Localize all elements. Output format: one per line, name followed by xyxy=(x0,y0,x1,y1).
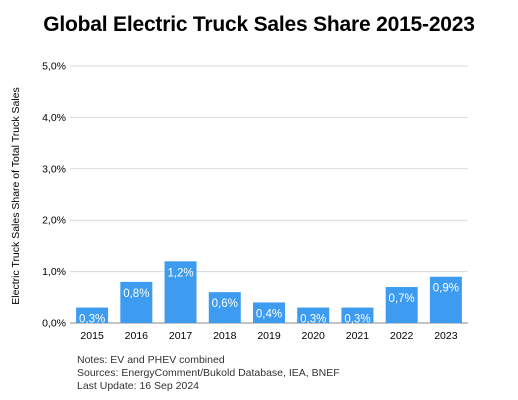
data-label-2015: 0,3% xyxy=(79,314,105,326)
x-tick-label: 2015 xyxy=(80,330,104,342)
note-line-sources: Sources: EnergyComment/Bukold Database, … xyxy=(77,367,340,379)
data-label-2023: 0,9% xyxy=(433,283,459,295)
y-tick-label: 3,0% xyxy=(42,163,66,175)
bar-2017 xyxy=(164,261,197,323)
y-tick-label: 0,0% xyxy=(42,318,66,330)
data-label-2020: 0,3% xyxy=(300,314,326,326)
x-tick-label: 2023 xyxy=(434,330,458,342)
bar-2021 xyxy=(341,307,374,323)
note-line-last-update: Last Update: 16 Sep 2024 xyxy=(77,380,200,392)
bar-2015 xyxy=(76,307,109,323)
y-tick-label: 4,0% xyxy=(42,112,66,124)
bar-2019 xyxy=(253,302,285,323)
x-tick-label: 2017 xyxy=(169,330,193,342)
x-tick-label: 2018 xyxy=(213,330,237,342)
bar-2023 xyxy=(429,276,462,323)
x-tick-label: 2021 xyxy=(346,330,370,342)
data-label-2019: 0,4% xyxy=(256,308,282,320)
y-tick-label: 1,0% xyxy=(42,266,66,278)
bar-2020 xyxy=(297,307,330,323)
data-label-2021: 0,3% xyxy=(344,314,370,326)
data-label-2016: 0,8% xyxy=(123,288,149,300)
bar-2022 xyxy=(385,287,418,323)
note-line-ev-phev: Notes: EV and PHEV combined xyxy=(77,354,225,366)
y-tick-label: 2,0% xyxy=(42,215,66,227)
x-tick-label: 2019 xyxy=(257,330,281,342)
chart-title: Global Electric Truck Sales Share 2015-2… xyxy=(43,13,475,36)
data-label-2017: 1,2% xyxy=(167,267,193,279)
bar-2016 xyxy=(120,281,153,323)
x-tick-label: 2022 xyxy=(390,330,414,342)
y-tick-label: 5,0% xyxy=(42,61,66,73)
bar-2018 xyxy=(208,292,241,323)
x-tick-label: 2016 xyxy=(125,330,149,342)
chart-notes: Notes: EV and PHEV combined Sources: Ene… xyxy=(77,354,340,393)
data-label-2018: 0,6% xyxy=(212,298,238,310)
y-axis-label: Electric Truck Sales Share of Total Truc… xyxy=(10,87,22,304)
x-tick-label: 2020 xyxy=(302,330,326,342)
data-label-2022: 0,7% xyxy=(389,293,415,305)
